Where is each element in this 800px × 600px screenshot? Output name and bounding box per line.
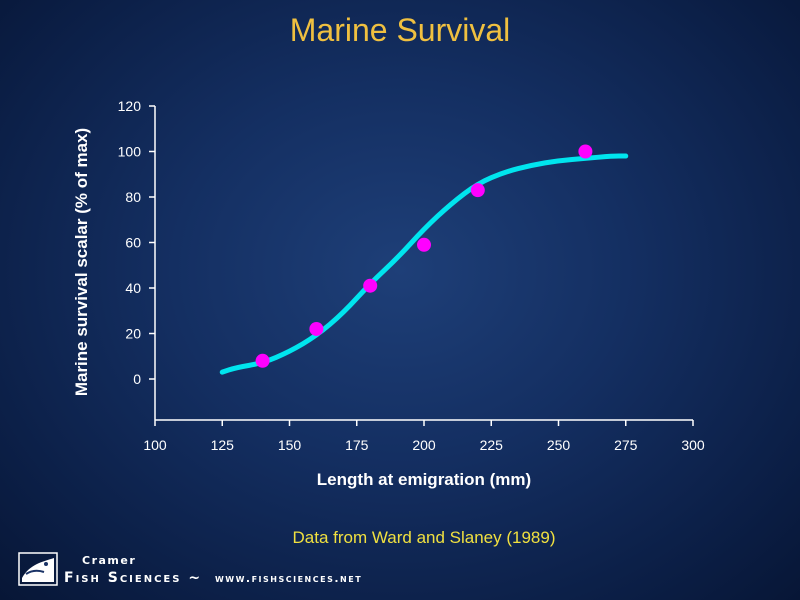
fish-logo-icon xyxy=(18,552,58,586)
fitted-curve-layer xyxy=(219,153,629,375)
data-points-layer xyxy=(255,144,593,368)
data-source-caption: Data from Ward and Slaney (1989) xyxy=(292,528,556,547)
data-point xyxy=(578,144,593,159)
logo-url[interactable]: www.fishsciences.net xyxy=(214,572,363,585)
data-point xyxy=(255,353,270,368)
x-tick-label: 150 xyxy=(278,437,302,453)
x-tick-label: 200 xyxy=(412,437,436,453)
y-tick-label: 120 xyxy=(118,98,142,114)
x-tick-label: 125 xyxy=(211,437,235,453)
data-point xyxy=(470,183,485,198)
x-tick-label: 100 xyxy=(143,437,167,453)
data-point xyxy=(417,237,431,252)
x-tick-label: 300 xyxy=(681,437,705,453)
y-tick-label: 20 xyxy=(125,326,141,342)
y-tick-label: 40 xyxy=(125,280,141,296)
x-tick-label: 225 xyxy=(480,437,504,453)
logo-separator: ~ xyxy=(188,570,203,586)
data-point xyxy=(363,278,378,293)
y-tick-label: 80 xyxy=(125,189,141,205)
axes: 0 20 40 60 80 100 120 100 125 150 175 200 225 250 275 3… xyxy=(118,98,705,453)
y-tick-label: 100 xyxy=(118,144,142,160)
x-axis-title: Length at emigration (mm) xyxy=(316,470,532,489)
x-tick-label: 275 xyxy=(614,437,638,453)
y-axis-title: Marine survival scalar (% of max) xyxy=(72,127,91,397)
y-tick-label: 0 xyxy=(133,371,141,387)
x-tick-label: 175 xyxy=(345,437,369,453)
logo-brand: Fish Sciences xyxy=(64,570,182,586)
company-logo[interactable]: Cramer Fish Sciences ~ www.fishsciences.… xyxy=(18,552,418,592)
logo-company-name: Cramer xyxy=(82,554,137,567)
y-tick-label: 60 xyxy=(125,235,141,251)
fitted-curve-line xyxy=(219,153,629,375)
page-title: Marine Survival xyxy=(289,12,511,48)
x-tick-label: 250 xyxy=(547,437,571,453)
logo-tagline: Fish Sciences ~ www.fishsciences.net xyxy=(64,570,362,586)
data-point xyxy=(309,321,324,336)
